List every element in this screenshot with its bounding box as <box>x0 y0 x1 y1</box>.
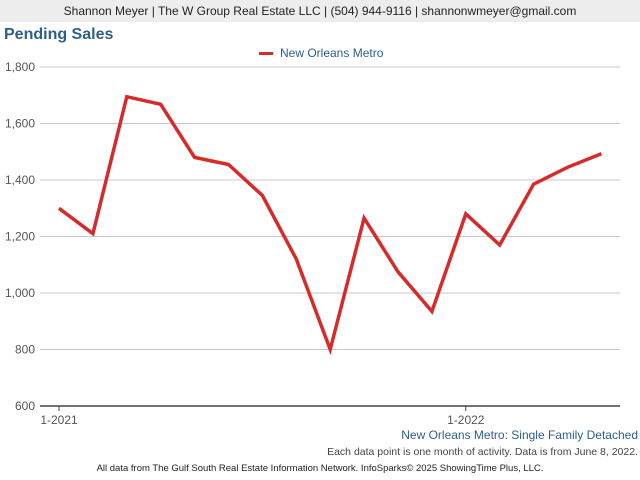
y-tick-label: 1,800 <box>5 60 35 74</box>
x-axis: 1-2021 1-2022 <box>40 405 620 427</box>
series-line[interactable] <box>57 94 603 356</box>
chart-title: Pending Sales <box>4 26 114 43</box>
y-axis-ticks: 600 800 1,000 1,200 1,400 1,600 1,800 <box>5 60 35 413</box>
series-group <box>57 94 603 356</box>
agent-contact-info: Shannon Meyer | The W Group Real Estate … <box>63 4 577 18</box>
y-tick-label: 1,000 <box>5 286 35 300</box>
footer-credit: All data from The Gulf South Real Estate… <box>96 463 544 474</box>
legend-swatch <box>259 52 273 55</box>
x-tick-label: 1-2021 <box>40 413 78 427</box>
grid-lines <box>40 66 620 350</box>
data-note: Each data point is one month of activity… <box>327 446 638 458</box>
legend[interactable]: New Orleans Metro <box>0 46 640 62</box>
y-tick-label: 600 <box>15 399 35 413</box>
chart-subtitle: New Orleans Metro: Single Family Detache… <box>401 428 638 442</box>
legend-label: New Orleans Metro <box>280 46 384 60</box>
x-tick-label: 1-2022 <box>447 413 485 427</box>
y-tick-label: 1,400 <box>5 173 35 187</box>
header-bar <box>0 0 640 22</box>
y-tick-label: 1,200 <box>5 230 35 244</box>
y-tick-label: 800 <box>15 343 35 357</box>
y-tick-label: 1,600 <box>5 117 35 131</box>
